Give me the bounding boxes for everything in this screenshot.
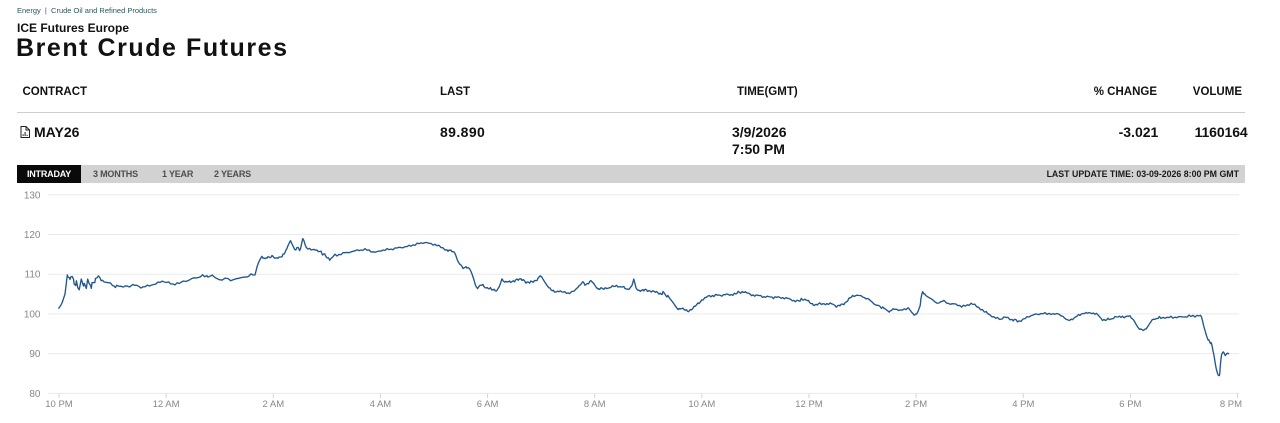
svg-text:120: 120 (24, 230, 41, 241)
svg-text:4 AM: 4 AM (370, 399, 392, 410)
svg-text:6 PM: 6 PM (1119, 399, 1141, 410)
svg-text:12 PM: 12 PM (795, 399, 823, 410)
svg-text:100: 100 (24, 309, 41, 320)
svg-text:90: 90 (29, 349, 41, 360)
svg-text:10 AM: 10 AM (688, 399, 715, 410)
svg-text:4 PM: 4 PM (1012, 399, 1034, 410)
svg-text:130: 130 (24, 190, 41, 201)
svg-text:12 AM: 12 AM (153, 399, 180, 410)
svg-text:6 AM: 6 AM (477, 399, 499, 410)
svg-text:110: 110 (25, 270, 41, 281)
svg-text:8 PM: 8 PM (1220, 399, 1242, 410)
svg-text:2 AM: 2 AM (262, 399, 284, 410)
svg-text:2 PM: 2 PM (905, 399, 927, 410)
svg-text:80: 80 (29, 389, 41, 400)
svg-text:8 AM: 8 AM (584, 399, 606, 410)
svg-text:10 PM: 10 PM (45, 399, 73, 410)
